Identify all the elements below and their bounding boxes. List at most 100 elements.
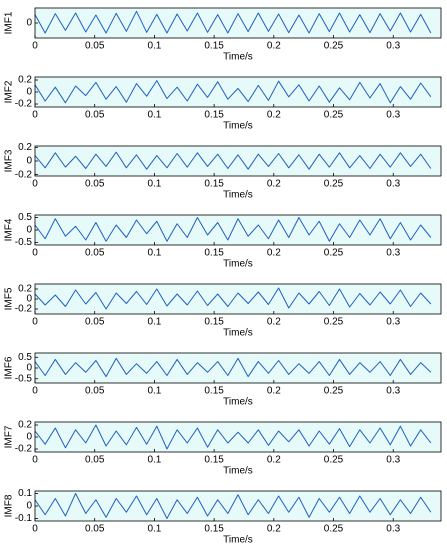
y-tick-label: -0.2 (15, 304, 33, 315)
y-tick-label: 0.2 (18, 75, 32, 86)
signal-line (34, 151, 432, 170)
x-tick-label: 0.1 (147, 41, 161, 52)
y-tick-label: 0.1 (18, 488, 32, 499)
x-tick-label: 0.1 (147, 317, 161, 328)
signal-line (34, 217, 432, 242)
x-tick-label: 0.25 (324, 317, 344, 328)
y-axis-label: IMF1 (4, 11, 15, 34)
x-tick-label: 0 (32, 110, 38, 121)
y-tick-label: 0 (26, 501, 32, 512)
plot-area (35, 491, 441, 521)
x-tick-label: 0.2 (267, 41, 281, 52)
x-tick-label: 0.05 (85, 455, 105, 466)
y-tick-label: 0.2 (18, 420, 32, 431)
y-tick-label: -0.5 (15, 373, 33, 384)
x-tick-label: 0.3 (386, 524, 400, 535)
y-tick-label: -0.2 (15, 99, 33, 110)
y-axis-label: IMF3 (4, 149, 15, 172)
x-tick-label: 0.25 (324, 524, 344, 535)
x-axis-label: Time/s (223, 190, 253, 201)
x-tick-label: 0.25 (324, 179, 344, 190)
x-tick-label: 0.3 (386, 179, 400, 190)
x-tick-label: 0.05 (85, 41, 105, 52)
y-tick-label: 0 (26, 363, 32, 374)
x-tick-label: 0.2 (267, 317, 281, 328)
x-axis-label: Time/s (223, 121, 253, 132)
x-axis-label: Time/s (223, 259, 253, 270)
plot-area (35, 8, 441, 38)
x-tick-label: 0.05 (85, 386, 105, 397)
y-tick-label: 0.2 (18, 284, 32, 295)
x-tick-label: 0.1 (147, 248, 161, 259)
x-tick-label: 0.1 (147, 179, 161, 190)
x-tick-label: 0 (32, 248, 38, 259)
x-tick-label: 0 (32, 386, 38, 397)
x-axis-label: Time/s (223, 52, 253, 63)
x-tick-label: 0.05 (85, 110, 105, 121)
y-axis-label: IMF8 (4, 494, 15, 517)
x-axis-label: Time/s (223, 328, 253, 339)
y-tick-label: 0 (26, 294, 32, 305)
x-tick-label: 0.3 (386, 41, 400, 52)
y-tick-label: 0.5 (18, 352, 32, 363)
y-tick-label: -0.2 (15, 444, 33, 455)
signal-line (34, 287, 432, 310)
y-tick-label: 0 (26, 87, 32, 98)
x-tick-label: 0.1 (147, 386, 161, 397)
x-axis-label: Time/s (223, 397, 253, 408)
x-tick-label: 0.15 (204, 248, 224, 259)
signal-line (34, 357, 432, 378)
x-tick-label: 0.05 (85, 317, 105, 328)
signal-line (34, 424, 432, 450)
x-tick-label: 0 (32, 524, 38, 535)
y-tick-label: 0 (26, 18, 32, 29)
x-tick-label: 0.25 (324, 455, 344, 466)
x-tick-label: 0.15 (204, 41, 224, 52)
x-tick-label: 0 (32, 41, 38, 52)
x-tick-label: 0.2 (267, 524, 281, 535)
x-tick-label: 0.3 (386, 455, 400, 466)
plot-area (35, 422, 441, 452)
x-tick-label: 0.15 (204, 317, 224, 328)
x-tick-label: 0.2 (267, 386, 281, 397)
plot-area (35, 77, 441, 107)
x-tick-label: 0.3 (386, 248, 400, 259)
x-tick-label: 0 (32, 317, 38, 328)
x-tick-label: 0.15 (204, 179, 224, 190)
y-tick-label: 0 (26, 432, 32, 443)
x-tick-label: 0.2 (267, 179, 281, 190)
y-axis-label: IMF6 (4, 356, 15, 379)
y-axis-label: IMF2 (4, 80, 15, 103)
x-tick-label: 0.3 (386, 317, 400, 328)
x-tick-label: 0 (32, 179, 38, 190)
x-tick-label: 0.05 (85, 524, 105, 535)
x-tick-label: 0.3 (386, 110, 400, 121)
y-tick-label: 0.2 (18, 142, 32, 153)
y-tick-label: 0 (26, 225, 32, 236)
y-axis-label: IMF7 (4, 425, 15, 448)
x-tick-label: 0.15 (204, 524, 224, 535)
y-tick-label: 0 (26, 156, 32, 167)
plot-area (35, 284, 441, 314)
x-tick-label: 0.15 (204, 455, 224, 466)
x-tick-label: 0 (32, 455, 38, 466)
x-tick-label: 0.05 (85, 248, 105, 259)
y-tick-label: 0.5 (18, 212, 32, 223)
y-tick-label: -0.2 (15, 169, 33, 180)
signal-line (34, 493, 432, 519)
x-tick-label: 0.25 (324, 41, 344, 52)
x-tick-label: 0.2 (267, 455, 281, 466)
x-tick-label: 0.3 (386, 386, 400, 397)
y-axis-label: IMF5 (4, 287, 15, 310)
y-tick-label: -0.5 (15, 237, 33, 248)
y-axis-label: IMF4 (4, 218, 15, 241)
x-tick-label: 0.25 (324, 386, 344, 397)
signal-line (34, 10, 432, 34)
x-tick-label: 0.15 (204, 386, 224, 397)
plot-area (35, 353, 441, 383)
signal-line (34, 80, 432, 104)
x-tick-label: 0.1 (147, 110, 161, 121)
x-tick-label: 0.15 (204, 110, 224, 121)
x-tick-label: 0.1 (147, 524, 161, 535)
